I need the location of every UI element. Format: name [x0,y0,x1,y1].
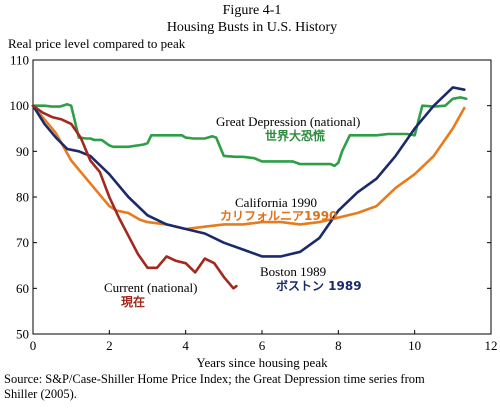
y-tick-label: 60 [16,281,29,296]
label-current: Current (national) [104,280,198,295]
source-line-1: Source: S&P/Case-Shiller Home Price Inde… [4,372,425,386]
y-tick-label: 110 [10,53,29,68]
x-tick-label: 6 [259,338,266,353]
x-axis-label: Years since housing peak [196,355,328,370]
figure-number: Figure 4-1 [223,3,282,18]
label-boston: Boston 1989 [260,264,326,279]
y-tick-label: 90 [16,144,29,159]
label-great-depression-jp: 世界大恐慌 [265,128,325,143]
x-tick-label: 0 [30,338,37,353]
label-current-jp: 現在 [121,294,145,309]
x-tick-label: 8 [335,338,342,353]
y-tick-label: 50 [16,327,29,342]
x-tick-label: 12 [485,338,498,353]
series-line-california-1990 [31,104,466,231]
y-tick-label: 70 [16,235,29,250]
x-tick-label: 4 [182,338,189,353]
series-line-current-national [31,104,238,290]
y-axis-label: Real price level compared to peak [8,36,186,51]
x-axis: 0 2 4 6 8 10 12 [30,330,498,353]
label-california: California 1990 [235,195,317,210]
y-tick-label: 100 [10,98,30,113]
x-tick-label: 2 [106,338,113,353]
label-california-jp: カリフォルニア1990 [220,209,337,223]
label-boston-jp: ボストン 1989 [276,278,362,293]
source-line-2: Shiller (2005). [4,387,77,401]
series-line-great-depression-national [31,96,468,168]
series-group [31,86,468,290]
label-great-depression: Great Depression (national) [216,114,360,129]
series-line-boston-1989 [31,86,466,258]
x-tick-label: 10 [408,338,421,353]
chart-title: Housing Busts in U.S. History [167,20,337,35]
y-tick-label: 80 [16,190,29,205]
y-axis: 50 60 70 80 90 100 110 [10,53,491,342]
